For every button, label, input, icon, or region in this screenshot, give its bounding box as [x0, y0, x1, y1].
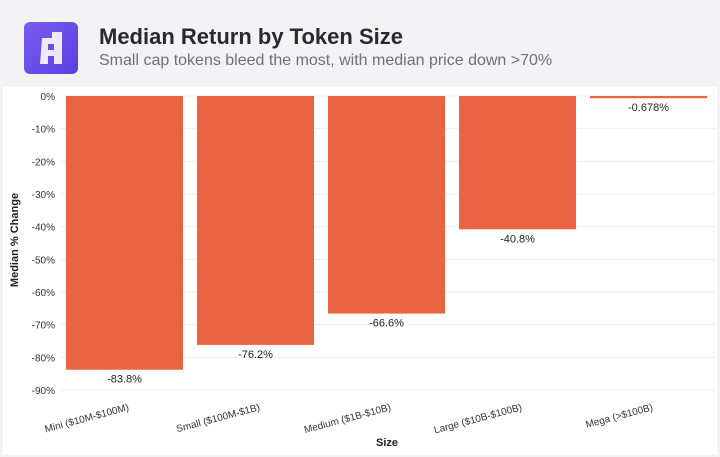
bar	[590, 96, 707, 99]
bar	[459, 96, 576, 230]
y-tick-label: 0%	[41, 92, 56, 103]
data-label: -76.2%	[238, 349, 273, 361]
y-tick-label: -60%	[32, 288, 55, 299]
y-tick-label: -10%	[32, 125, 55, 136]
x-tick-label: Small ($100M-$1B)	[175, 402, 261, 435]
x-tick-label: Mini ($10M-$100M)	[44, 402, 131, 435]
y-tick-label: -80%	[32, 353, 55, 364]
y-tick-label: -50%	[32, 255, 55, 266]
x-tick-label: Medium ($1B-$10B)	[303, 402, 392, 436]
chart-subtitle: Small cap tokens bleed the most, with me…	[99, 52, 553, 69]
y-tick-label: -70%	[32, 321, 55, 332]
chart-title: Median Return by Token Size	[99, 24, 403, 49]
bar	[66, 96, 183, 370]
logo-icon	[40, 32, 62, 64]
bar	[328, 96, 445, 314]
y-tick-label: -30%	[32, 190, 55, 201]
y-tick-label: -40%	[32, 223, 55, 234]
data-label: -83.8%	[107, 374, 142, 386]
x-tick-label: Mega (>$100B)	[585, 402, 655, 431]
data-label: -40.8%	[500, 233, 535, 245]
brand-logo	[24, 22, 78, 74]
x-axis-title: Size	[376, 437, 398, 449]
data-label: -66.6%	[369, 318, 404, 330]
y-axis-title: Median % Change	[9, 193, 21, 287]
y-tick-label: -90%	[32, 386, 55, 397]
x-tick-label: Large ($10B-$100B)	[433, 402, 523, 436]
bar	[197, 96, 314, 345]
data-label: -0.678%	[628, 102, 669, 114]
y-tick-label: -20%	[32, 157, 55, 168]
